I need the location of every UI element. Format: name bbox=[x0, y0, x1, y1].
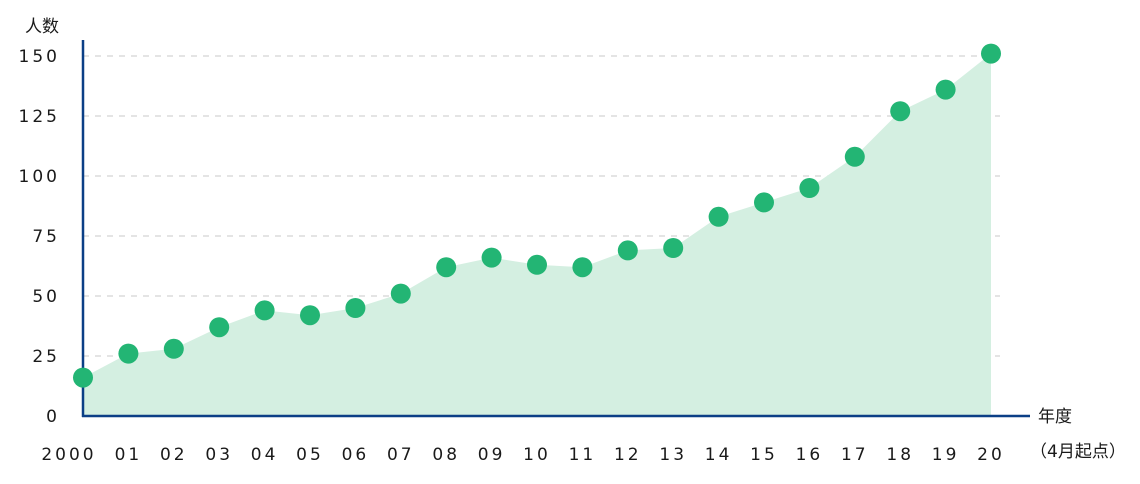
area-fill bbox=[83, 53, 991, 416]
x-tick-labels: 2000 01 02 03 04 05 06 07 08 09 10 11 12 13 14 15 16 17 18… bbox=[41, 445, 1005, 465]
data-point-11 bbox=[572, 257, 593, 278]
data-point-06 bbox=[345, 298, 366, 318]
x-tick-label-09: 09 bbox=[478, 445, 506, 465]
x-axis-note: （4月起点） bbox=[1030, 442, 1126, 462]
y-tick-label-150: 150 bbox=[19, 47, 60, 67]
y-axis-title: 人数 bbox=[25, 17, 59, 37]
x-tick-label-01: 01 bbox=[115, 445, 143, 465]
data-point-12 bbox=[617, 240, 638, 261]
data-points bbox=[73, 43, 1001, 388]
x-tick-label-17: 17 bbox=[841, 445, 869, 465]
data-point-13 bbox=[663, 238, 684, 258]
data-point-15 bbox=[754, 192, 774, 213]
y-tick-label-25: 25 bbox=[32, 347, 60, 367]
x-axis-title: 年度 bbox=[1038, 407, 1072, 427]
y-tick-label-50: 50 bbox=[32, 287, 60, 307]
x-tick-label-19: 19 bbox=[932, 445, 960, 465]
x-tick-label-07: 07 bbox=[387, 445, 415, 465]
x-tick-label-20: 20 bbox=[977, 445, 1005, 465]
x-tick-label-13: 13 bbox=[659, 445, 687, 465]
x-tick-label-12: 12 bbox=[614, 445, 642, 465]
x-tick-label-04: 04 bbox=[251, 445, 279, 465]
x-tick-label-15: 15 bbox=[750, 445, 778, 465]
data-point-05 bbox=[300, 305, 320, 326]
x-tick-label-02: 02 bbox=[160, 445, 188, 465]
data-point-19 bbox=[935, 79, 956, 100]
data-point-20 bbox=[981, 43, 1001, 64]
axes bbox=[81, 40, 1030, 418]
data-point-09 bbox=[481, 247, 502, 268]
x-tick-label-14: 14 bbox=[705, 445, 733, 465]
data-point-10 bbox=[527, 254, 547, 275]
x-tick-label-08: 08 bbox=[432, 445, 460, 465]
x-tick-label-18: 18 bbox=[886, 445, 914, 465]
data-point-02 bbox=[163, 338, 184, 359]
y-tick-label-0: 0 bbox=[46, 407, 60, 427]
x-tick-label-03: 03 bbox=[205, 445, 233, 465]
data-point-08 bbox=[436, 257, 457, 278]
x-tick-label-06: 06 bbox=[342, 445, 370, 465]
data-point-04 bbox=[254, 300, 275, 321]
x-tick-label-2000: 2000 bbox=[41, 445, 96, 465]
data-point-18 bbox=[890, 101, 911, 122]
data-point-03 bbox=[209, 317, 230, 338]
x-tick-label-05: 05 bbox=[296, 445, 324, 465]
y-tick-label-75: 75 bbox=[32, 227, 60, 247]
data-point-14 bbox=[708, 206, 729, 227]
data-point-16 bbox=[799, 178, 820, 198]
data-point-2000 bbox=[73, 367, 93, 388]
x-tick-label-11: 11 bbox=[569, 445, 597, 465]
data-point-07 bbox=[390, 283, 411, 304]
y-tick-label-100: 100 bbox=[19, 167, 60, 187]
y-tick-labels: 0 25 50 75 100 125 150 bbox=[19, 47, 60, 427]
data-point-01 bbox=[118, 343, 139, 364]
y-tick-label-125: 125 bbox=[19, 107, 60, 127]
data-point-17 bbox=[844, 146, 865, 167]
x-tick-label-16: 16 bbox=[796, 445, 824, 465]
x-tick-label-10: 10 bbox=[523, 445, 551, 465]
